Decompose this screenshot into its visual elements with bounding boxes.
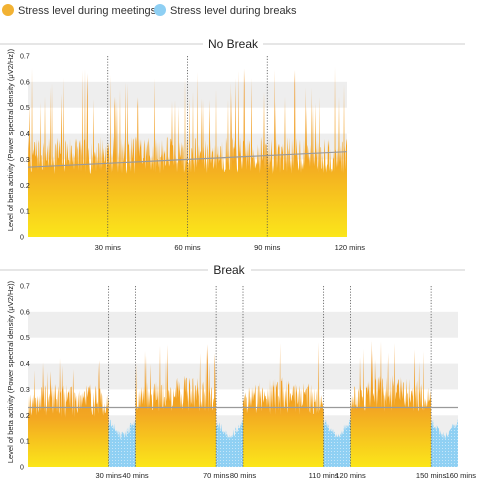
y-tick-label: 0 [20, 235, 24, 242]
y-tick-label: 0.2 [20, 413, 30, 420]
y-tick-label: 0.6 [20, 309, 30, 316]
x-tick-label: 160 mins [446, 471, 477, 480]
legend-breaks-label: Stress level during breaks [170, 5, 297, 17]
break-area [323, 419, 351, 467]
break-area [431, 418, 458, 467]
x-tick-label: 150 mins [416, 471, 447, 480]
legend-meetings-label: Stress level during meetings [18, 5, 157, 17]
legend: Stress level during meetings Stress leve… [2, 4, 297, 17]
x-tick-label: 40 mins [122, 471, 149, 480]
x-tick-label: 30 mins [95, 243, 122, 252]
y-tick-label: 0.6 [20, 79, 30, 86]
meeting-area [135, 344, 217, 467]
y-tick-label: 0.7 [20, 54, 30, 61]
y-tick-label: 0.7 [20, 284, 30, 291]
y-tick-label: 0.4 [20, 131, 30, 138]
x-tick-label: 120 mins [335, 471, 366, 480]
y-axis-title: Level of beta activity (Power spectral d… [6, 280, 15, 463]
y-tick-label: 0.3 [20, 387, 30, 394]
y-tick-label: 0.3 [20, 157, 30, 164]
x-tick-label: 80 mins [230, 471, 257, 480]
grid-band [28, 81, 347, 108]
x-tick-label: 110 mins [309, 471, 339, 480]
panel-title: Break [213, 263, 245, 277]
break-area [216, 419, 243, 467]
panel-title: No Break [208, 37, 259, 51]
trend-line [27, 151, 348, 168]
meeting-area [243, 342, 324, 467]
no-break-panel: No Break 0 0.1 0.2 0.3 0.4 0.5 0.6 0.7 30 mins 6… [0, 37, 465, 252]
y-tick-label: 0 [20, 465, 24, 472]
legend-meetings-icon [2, 4, 14, 16]
y-tick-label: 0.5 [20, 105, 30, 112]
meeting-area [350, 340, 432, 467]
y-tick-label: 0.1 [20, 209, 30, 216]
y-tick-label: 0.4 [20, 361, 30, 368]
x-tick-label: 120 mins [335, 243, 366, 252]
x-tick-label: 90 mins [254, 243, 281, 252]
y-tick-label: 0.2 [20, 183, 30, 190]
y-axis-title: Level of beta activity (Power spectral d… [6, 48, 15, 231]
break-panel: Break 0 0.1 0.2 0.3 0.4 0.5 0.6 0.7 30 mins 40 m… [0, 263, 476, 480]
grid-band [28, 311, 458, 338]
y-tick-label: 0.1 [20, 439, 30, 446]
legend-breaks-icon [154, 4, 166, 16]
x-tick-label: 70 mins [203, 471, 230, 480]
y-tick-label: 0.5 [20, 335, 30, 342]
break-area [108, 419, 136, 467]
x-tick-label: 60 mins [174, 243, 201, 252]
meeting-area [28, 358, 109, 467]
x-tick-label: 30 mins [95, 471, 122, 480]
